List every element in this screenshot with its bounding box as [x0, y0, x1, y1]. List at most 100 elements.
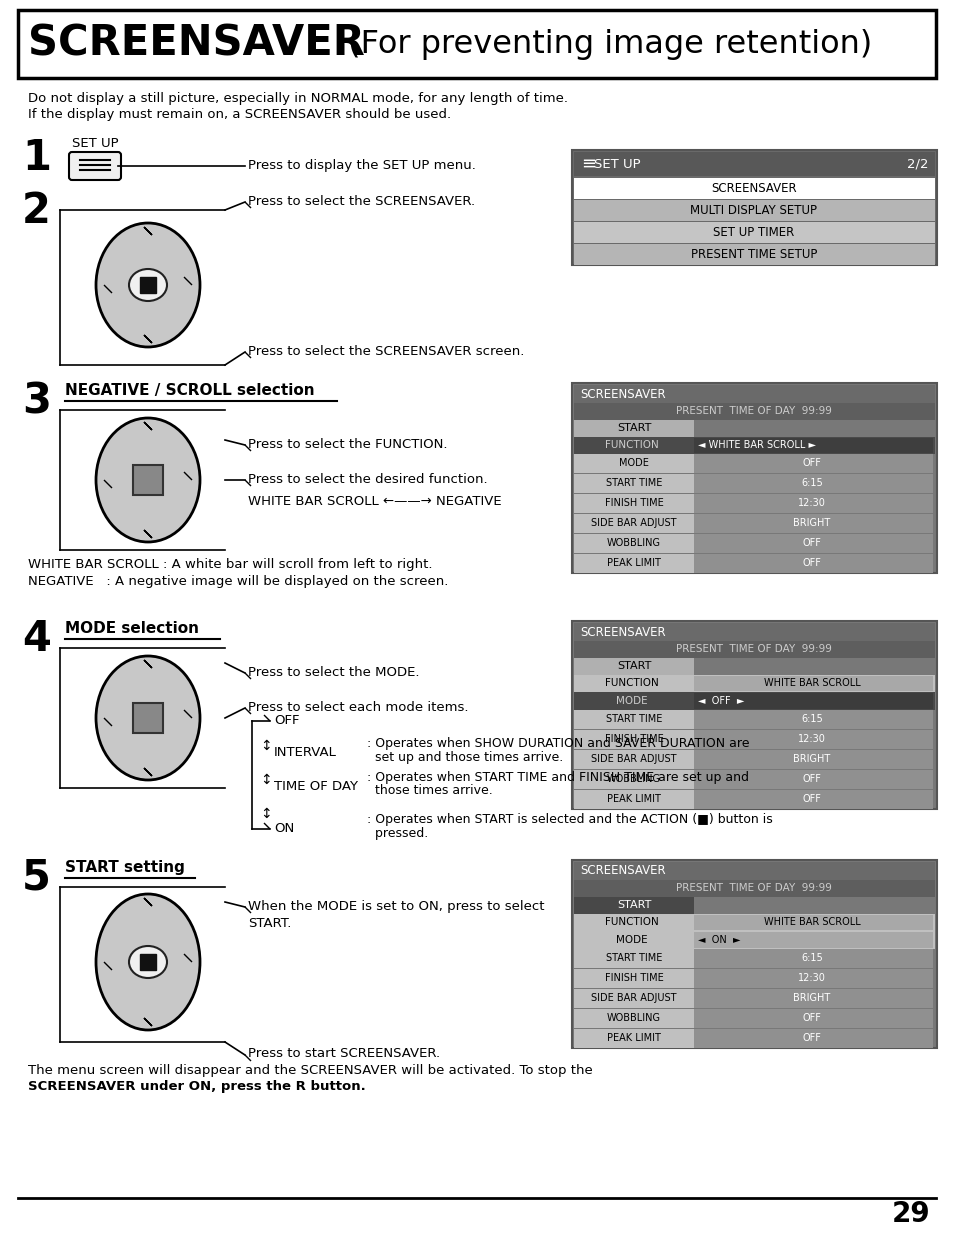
Text: WHITE BAR SCROLL: WHITE BAR SCROLL	[762, 678, 860, 688]
Text: START TIME: START TIME	[605, 714, 661, 724]
Text: PEAK LIMIT: PEAK LIMIT	[606, 558, 660, 568]
Text: Press to select the SCREENSAVER screen.: Press to select the SCREENSAVER screen.	[248, 345, 524, 358]
Ellipse shape	[96, 224, 200, 347]
Text: PRESENT  TIME OF DAY  99:99: PRESENT TIME OF DAY 99:99	[676, 883, 831, 893]
Text: If the display must remain on, a SCREENSAVER should be used.: If the display must remain on, a SCREENS…	[28, 107, 451, 121]
Bar	[572, 383, 936, 573]
Text: ON: ON	[274, 823, 294, 836]
Polygon shape	[104, 285, 112, 293]
Bar	[574, 494, 693, 513]
Text: 1: 1	[22, 137, 51, 179]
Text: SET UP: SET UP	[594, 158, 640, 170]
Bar	[574, 514, 693, 534]
Bar	[140, 277, 156, 293]
Text: SCREENSAVER under ON, press the R button.: SCREENSAVER under ON, press the R button…	[28, 1079, 365, 1093]
Text: FUNCTION: FUNCTION	[604, 678, 659, 688]
Text: ↕: ↕	[260, 806, 272, 821]
Ellipse shape	[96, 656, 200, 781]
Bar	[574, 914, 934, 931]
Bar	[574, 437, 934, 454]
Text: START: START	[617, 424, 651, 433]
Bar	[693, 693, 932, 709]
FancyBboxPatch shape	[69, 152, 121, 180]
Bar	[693, 989, 932, 1008]
Text: FINISH TIME: FINISH TIME	[604, 734, 662, 743]
Text: BRIGHT: BRIGHT	[793, 517, 830, 529]
Polygon shape	[245, 1055, 251, 1061]
Ellipse shape	[96, 894, 200, 1030]
Text: BRIGHT: BRIGHT	[793, 993, 830, 1003]
Text: SET UP: SET UP	[71, 137, 118, 149]
Polygon shape	[245, 203, 251, 207]
Polygon shape	[245, 673, 251, 679]
Text: MODE: MODE	[616, 697, 647, 706]
Text: PRESENT  TIME OF DAY  99:99: PRESENT TIME OF DAY 99:99	[676, 406, 831, 416]
Polygon shape	[144, 1018, 152, 1026]
Text: MODE: MODE	[616, 935, 647, 945]
Bar	[574, 534, 693, 553]
Bar	[693, 790, 932, 809]
Text: NEGATIVE   : A negative image will be displayed on the screen.: NEGATIVE : A negative image will be disp…	[28, 576, 448, 588]
Bar	[572, 621, 936, 809]
Text: OFF: OFF	[801, 794, 821, 804]
Text: MODE selection: MODE selection	[65, 621, 199, 636]
Ellipse shape	[96, 417, 200, 542]
Text: Press to select each mode items.: Press to select each mode items.	[248, 701, 468, 714]
Text: WOBBLING: WOBBLING	[606, 1013, 660, 1023]
Bar	[693, 474, 932, 493]
Text: WHITE BAR SCROLL ←——→ NEGATIVE: WHITE BAR SCROLL ←——→ NEGATIVE	[248, 495, 501, 508]
Text: SET UP TIMER: SET UP TIMER	[713, 226, 794, 238]
Text: PRESENT  TIME OF DAY  99:99: PRESENT TIME OF DAY 99:99	[676, 643, 831, 655]
Bar	[140, 953, 156, 969]
Bar	[693, 1009, 932, 1028]
Bar	[693, 948, 932, 968]
Text: Press to select the MODE.: Press to select the MODE.	[248, 666, 419, 679]
Text: Press to select the desired function.: Press to select the desired function.	[248, 473, 487, 487]
Polygon shape	[184, 472, 192, 480]
Text: WOBBLING: WOBBLING	[606, 538, 660, 548]
Bar	[574, 862, 934, 881]
Polygon shape	[245, 352, 251, 358]
Bar	[574, 622, 934, 641]
Text: FUNCTION: FUNCTION	[604, 918, 659, 927]
Bar	[574, 658, 693, 676]
Text: 12:30: 12:30	[798, 734, 825, 743]
Bar	[574, 420, 693, 437]
Text: START setting: START setting	[65, 860, 185, 876]
Text: MULTI DISPLAY SETUP: MULTI DISPLAY SETUP	[690, 204, 817, 216]
Bar	[574, 676, 934, 692]
Bar	[693, 915, 932, 930]
Bar	[574, 948, 693, 968]
Text: START TIME: START TIME	[605, 478, 661, 488]
Text: PRESENT TIME SETUP: PRESENT TIME SETUP	[690, 247, 817, 261]
Bar	[572, 149, 936, 266]
Text: When the MODE is set to ON, press to select: When the MODE is set to ON, press to sel…	[248, 900, 544, 913]
Text: OFF: OFF	[801, 774, 821, 784]
Text: SCREENSAVER: SCREENSAVER	[28, 23, 364, 65]
Bar	[693, 494, 932, 513]
Text: OFF: OFF	[801, 558, 821, 568]
Bar	[574, 931, 934, 948]
Polygon shape	[264, 715, 270, 721]
Polygon shape	[144, 335, 152, 343]
Text: 4: 4	[22, 618, 51, 659]
Text: set up and those times arrive.: set up and those times arrive.	[367, 751, 562, 763]
Bar	[574, 403, 934, 420]
Bar	[574, 692, 934, 710]
Text: SIDE BAR ADJUST: SIDE BAR ADJUST	[591, 517, 676, 529]
Text: Press to display the SET UP menu.: Press to display the SET UP menu.	[248, 159, 476, 173]
Bar	[574, 385, 934, 403]
Bar	[574, 769, 693, 789]
Text: ≡: ≡	[580, 156, 596, 173]
Text: OFF: OFF	[274, 715, 299, 727]
Text: WHITE BAR SCROLL: WHITE BAR SCROLL	[762, 918, 860, 927]
Text: OFF: OFF	[801, 458, 821, 468]
Bar	[574, 178, 934, 199]
Bar	[574, 222, 934, 243]
Text: The menu screen will disappear and the SCREENSAVER will be activated. To stop th: The menu screen will disappear and the S…	[28, 1065, 592, 1077]
Bar	[132, 466, 163, 495]
Text: : Operates when START TIME and FINISH TIME are set up and: : Operates when START TIME and FINISH TI…	[367, 771, 748, 783]
Text: Press to start SCREENSAVER.: Press to start SCREENSAVER.	[248, 1047, 439, 1060]
Text: FUNCTION: FUNCTION	[604, 440, 659, 450]
Text: Press to select the FUNCTION.: Press to select the FUNCTION.	[248, 438, 447, 451]
